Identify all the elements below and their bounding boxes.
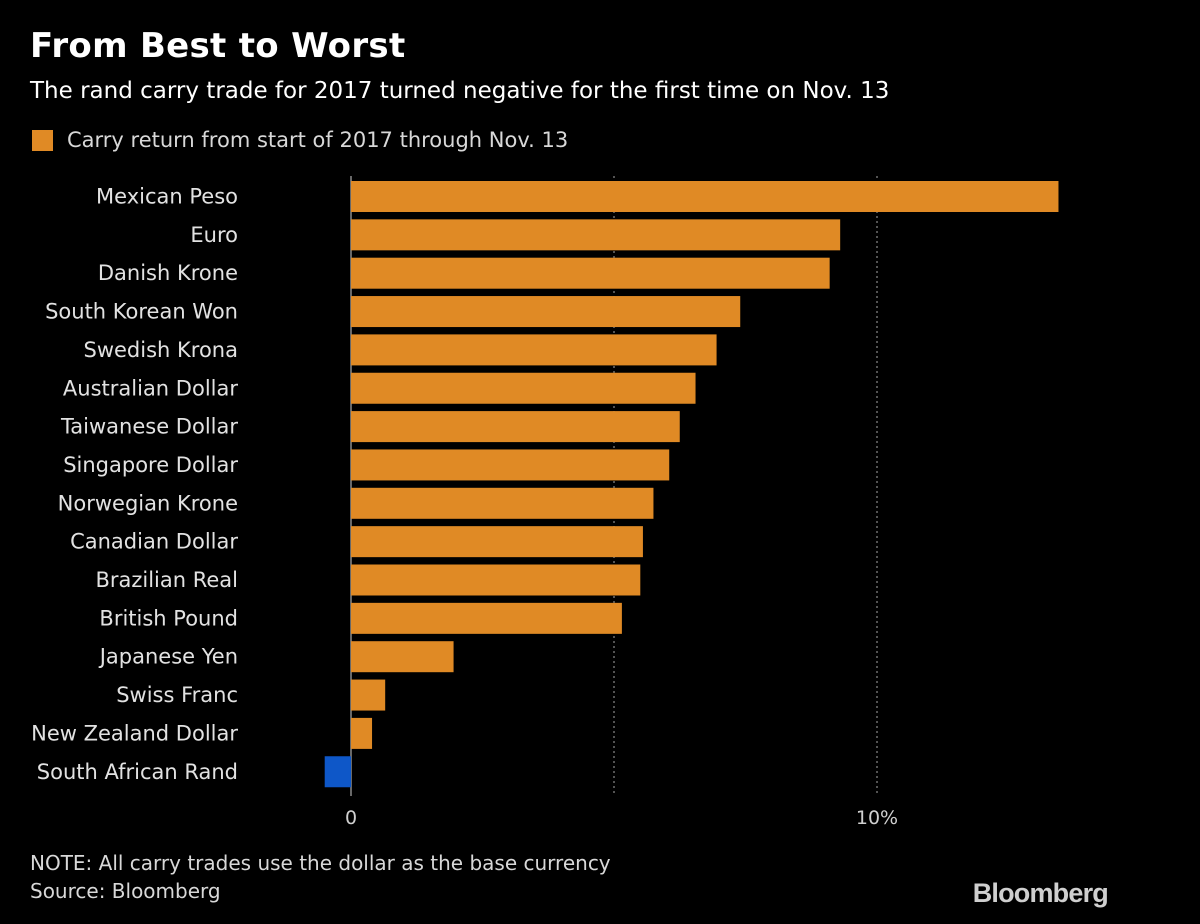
bar-new-zealand-dollar — [351, 717, 373, 749]
bar-taiwanese-dollar — [351, 411, 680, 443]
bar-south-korean-won — [351, 296, 741, 328]
category-label: Canadian Dollar — [70, 530, 238, 554]
bar-swedish-krona — [351, 334, 717, 366]
bar-norwegian-krone — [351, 487, 654, 519]
bar-swiss-franc — [351, 679, 386, 711]
legend-swatch — [32, 129, 53, 151]
source-note: Source: Bloomberg — [30, 879, 221, 903]
category-label: Taiwanese Dollar — [60, 415, 238, 439]
footnote: NOTE: All carry trades use the dollar as… — [30, 851, 611, 875]
category-label: Australian Dollar — [63, 376, 238, 400]
bloomberg-logo: Bloomberg — [972, 878, 1109, 908]
category-label: Mexican Peso — [96, 185, 238, 209]
legend: Carry return from start of 2017 through … — [32, 128, 568, 152]
x-tick-label: 10% — [856, 807, 898, 829]
category-label: South African Rand — [37, 760, 238, 784]
legend-label: Carry return from start of 2017 through … — [67, 128, 569, 152]
category-label: British Pound — [99, 606, 238, 630]
bar-mexican-peso — [351, 181, 1059, 212]
category-label: Japanese Yen — [98, 645, 238, 669]
bar-singapore-dollar — [351, 449, 670, 481]
bar-british-pound — [351, 602, 622, 634]
category-label: South Korean Won — [45, 300, 238, 324]
x-tick-label: 0 — [345, 807, 357, 829]
bar-euro — [351, 219, 841, 251]
bar-brazilian-real — [351, 564, 641, 596]
bar-canadian-dollar — [351, 526, 643, 558]
bar-south-african-rand — [324, 756, 351, 788]
category-label: New Zealand Dollar — [31, 721, 238, 745]
chart-title: From Best to Worst — [30, 26, 406, 66]
category-label: Brazilian Real — [95, 568, 238, 592]
category-label: Euro — [190, 223, 238, 247]
bar-australian-dollar — [351, 372, 696, 404]
category-label: Norwegian Krone — [58, 491, 238, 515]
bar-danish-krone — [351, 257, 830, 289]
bar-japanese-yen — [351, 641, 454, 673]
chart-subtitle: The rand carry trade for 2017 turned neg… — [30, 78, 890, 104]
category-label: Danish Krone — [98, 261, 238, 285]
category-label: Singapore Dollar — [63, 453, 238, 477]
category-label: Swiss Franc — [116, 683, 238, 707]
category-label: Swedish Krona — [84, 338, 239, 362]
